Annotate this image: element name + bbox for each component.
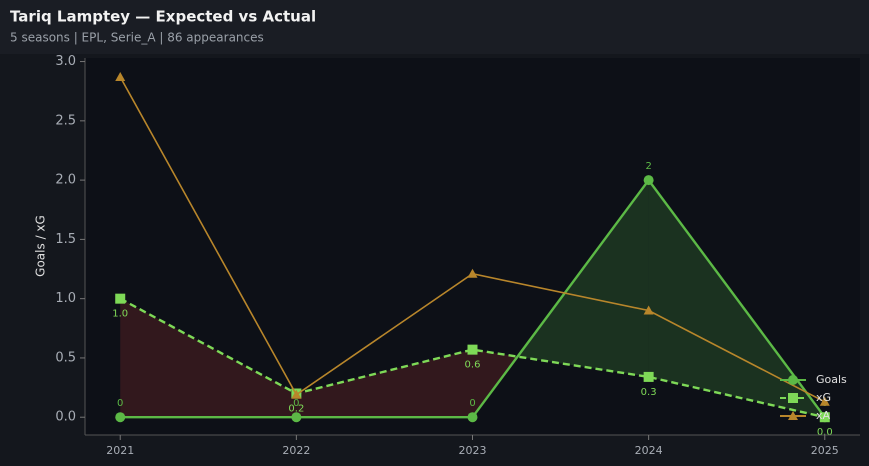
x-tick-label: 2023 <box>459 444 487 457</box>
fill-between <box>296 349 473 418</box>
marker <box>467 268 478 278</box>
chart-subtitle: 5 seasons | EPL, Serie_A | 86 appearance… <box>10 31 264 45</box>
data-label: 1.0 <box>112 309 128 320</box>
marker <box>467 412 478 423</box>
marker <box>115 71 126 81</box>
marker <box>291 412 302 423</box>
marker <box>643 305 654 315</box>
data-label: 0.2 <box>288 404 304 415</box>
data-label: 0.6 <box>465 360 481 371</box>
x-tick-label: 2024 <box>635 444 663 457</box>
y-tick-label: 3.0 <box>55 54 76 69</box>
y-axis-label: Goals / xG <box>34 215 48 277</box>
series-line <box>119 297 826 419</box>
x-tick-label: 2022 <box>282 444 310 457</box>
marker <box>788 411 798 420</box>
fill-between <box>120 298 297 418</box>
x-tick-label: 2021 <box>106 444 134 457</box>
data-label: 0.3 <box>641 387 657 398</box>
marker <box>819 412 830 423</box>
marker <box>643 371 654 382</box>
y-tick-label: 0.5 <box>55 350 76 365</box>
legend-label: xA <box>816 409 831 422</box>
marker <box>467 344 478 355</box>
y-tick-label: 0.0 <box>55 410 76 425</box>
data-label: 0.0 <box>817 427 833 438</box>
marker <box>788 393 798 403</box>
marker <box>115 412 126 423</box>
marker <box>819 396 830 406</box>
y-tick-label: 1.0 <box>55 291 76 306</box>
chart-title: Tariq Lamptey — Expected vs Actual <box>10 8 316 26</box>
y-tick-label: 1.5 <box>55 232 76 247</box>
header <box>0 0 869 54</box>
fill-between <box>517 180 649 377</box>
marker <box>788 375 798 385</box>
data-label: 2 <box>645 161 651 172</box>
x-tick-label: 2025 <box>811 444 839 457</box>
marker <box>643 175 654 186</box>
y-tick-label: 2.5 <box>55 113 76 128</box>
marker <box>115 293 126 304</box>
legend-label: Goals <box>816 373 847 386</box>
marker <box>291 389 302 399</box>
data-label: 0 <box>469 398 475 409</box>
data-label: 0 <box>293 398 299 409</box>
legend-label: xG <box>816 391 831 404</box>
data-label: 0 <box>117 398 123 409</box>
y-tick-label: 2.0 <box>55 173 76 188</box>
